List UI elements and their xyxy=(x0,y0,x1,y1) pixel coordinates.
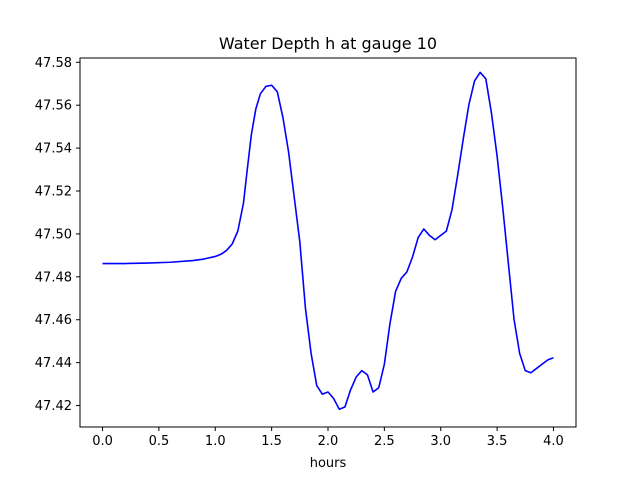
x-tick-label: 2.5 xyxy=(374,434,395,449)
y-tick-label: 47.54 xyxy=(35,142,72,157)
x-tick-label: 3.0 xyxy=(430,434,451,449)
x-tick-label: 0.0 xyxy=(92,434,113,449)
x-axis: 0.0 0.5 1.0 1.5 2.0 2.5 3.0 3.5 4.0 xyxy=(92,427,564,449)
x-tick-label: 3.5 xyxy=(487,434,508,449)
x-tick-label: 0.5 xyxy=(149,434,170,449)
y-tick-label: 47.42 xyxy=(35,399,72,414)
y-tick-label: 47.44 xyxy=(35,356,72,371)
axes-frame xyxy=(79,57,577,428)
x-tick-label: 2.0 xyxy=(318,434,339,449)
x-tick-label: 1.0 xyxy=(205,434,226,449)
x-tick-label: 4.0 xyxy=(543,434,564,449)
y-tick-label: 47.48 xyxy=(35,270,72,285)
x-tick-label: 1.5 xyxy=(261,434,282,449)
x-axis-label: hours xyxy=(310,456,347,471)
y-tick-label: 47.46 xyxy=(35,313,72,328)
series-line-0 xyxy=(102,71,554,410)
y-axis: 47.42 47.44 47.46 47.48 47.50 47.52 47.54 47.56… xyxy=(35,56,80,414)
plot-area xyxy=(102,71,554,410)
y-tick-label: 47.50 xyxy=(35,227,72,242)
y-tick-label: 47.56 xyxy=(35,99,72,114)
chart-title: Water Depth h at gauge 10 xyxy=(219,34,437,53)
y-tick-label: 47.58 xyxy=(35,56,72,71)
y-tick-label: 47.52 xyxy=(35,185,72,200)
